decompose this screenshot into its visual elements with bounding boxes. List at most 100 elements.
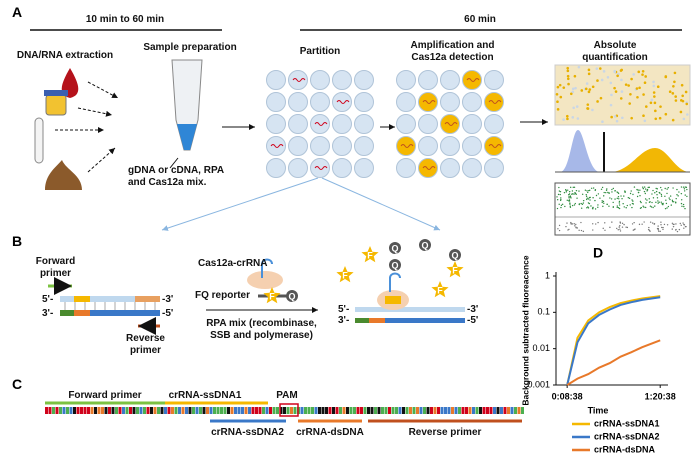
cas12a-protein — [247, 271, 283, 289]
droplet-dot — [566, 199, 568, 201]
annotation-label: crRNA-dsDNA — [296, 427, 364, 438]
well-dot — [573, 74, 577, 78]
quencher — [389, 259, 401, 271]
base — [402, 407, 405, 414]
droplet-dot — [667, 205, 670, 208]
annotation-label: Reverse primer — [408, 427, 482, 438]
droplet-dot — [617, 192, 620, 195]
droplet-dot — [567, 189, 569, 191]
well-dot — [642, 93, 645, 96]
droplet-dot — [633, 186, 636, 188]
y-tick-label: 0.01 — [532, 343, 550, 353]
annotation-label: PAM — [276, 390, 298, 401]
droplet-dot — [558, 186, 560, 189]
partition-well — [484, 136, 504, 156]
base — [318, 407, 321, 414]
fluorophore-letter: F — [437, 285, 443, 295]
crrna — [261, 258, 273, 278]
well-dot — [629, 92, 632, 96]
droplet-dot — [574, 191, 576, 194]
sequence-bar — [45, 407, 524, 414]
well-dot — [571, 87, 575, 91]
y-tick-label: 1 — [545, 270, 550, 280]
droplet-dot — [592, 208, 594, 210]
droplet-dot — [617, 229, 619, 231]
droplet-dot — [684, 194, 686, 196]
well-dot — [571, 116, 575, 119]
well-dot — [658, 116, 662, 120]
droplet-dot — [626, 204, 629, 207]
base — [52, 407, 55, 414]
droplet-dot — [671, 228, 673, 230]
base — [230, 407, 234, 414]
strand-end: -5' — [467, 315, 479, 326]
reagent-label: FQ reporter — [195, 290, 251, 301]
well-dot — [674, 95, 677, 98]
base — [325, 407, 328, 414]
base — [409, 407, 412, 414]
fluorophore — [446, 261, 464, 278]
droplet-dot — [646, 199, 648, 201]
droplet-dot — [597, 204, 599, 206]
well-dot — [619, 69, 623, 72]
base — [503, 407, 507, 414]
base — [185, 407, 188, 414]
well-dot — [673, 71, 677, 75]
well-dot — [652, 84, 656, 88]
droplet-dot — [586, 197, 588, 199]
stool-sample — [45, 160, 82, 190]
droplet-dot — [578, 203, 581, 205]
droplet-dot — [621, 222, 624, 225]
base — [80, 407, 83, 414]
droplet-dot — [580, 202, 582, 205]
data-line — [566, 296, 661, 386]
droplet-dot — [683, 227, 685, 229]
base — [48, 407, 52, 414]
base — [300, 407, 304, 414]
droplet-dot — [559, 193, 561, 196]
droplet-dot — [564, 205, 566, 208]
droplet-dot — [556, 196, 558, 198]
pam-site — [74, 310, 90, 316]
well-dot — [652, 91, 656, 94]
droplet-dot — [592, 229, 594, 231]
well-dot — [637, 70, 641, 74]
well-dot — [671, 92, 675, 95]
droplet-dot — [580, 207, 583, 209]
base — [132, 407, 136, 414]
base — [472, 407, 475, 414]
droplet-dot — [648, 186, 650, 189]
well-dot — [567, 82, 570, 86]
droplet-dot — [660, 193, 663, 196]
quencher-letter: Q — [391, 260, 398, 270]
base — [521, 407, 524, 414]
droplet-dot — [568, 197, 570, 199]
droplet-dot — [588, 202, 591, 205]
target-squiggle — [466, 78, 480, 82]
well-dot — [565, 114, 569, 118]
base — [272, 407, 276, 414]
droplet-dot — [617, 195, 620, 198]
droplet-dot — [569, 203, 571, 205]
droplet-dot — [569, 186, 572, 189]
droplet-dot — [594, 208, 597, 210]
droplet-dot — [672, 223, 674, 226]
droplet-dot — [603, 191, 605, 194]
base — [223, 407, 227, 414]
well-dot — [576, 117, 580, 120]
crrna — [389, 272, 401, 292]
droplet-dot — [595, 194, 598, 197]
droplet-dot — [671, 199, 674, 202]
target-squiggle — [270, 144, 284, 148]
droplet-dot — [575, 223, 577, 226]
partition-well — [440, 70, 460, 90]
droplet-dot — [629, 204, 631, 206]
droplet-dot — [671, 200, 674, 203]
well-dot — [596, 100, 599, 103]
partition-well — [396, 114, 416, 134]
well-dot — [559, 95, 563, 99]
droplet-dot — [627, 197, 630, 199]
droplet-dot — [582, 202, 585, 204]
droplet-dot — [619, 224, 621, 227]
